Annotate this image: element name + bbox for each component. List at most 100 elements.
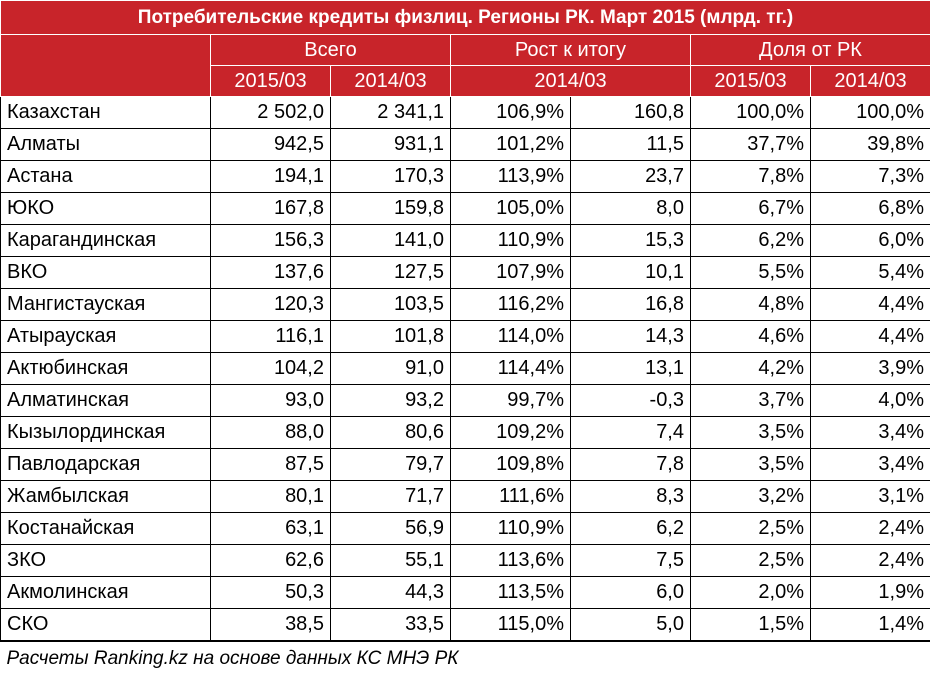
share-2015-cell: 3,7%	[691, 385, 811, 417]
total-2014-cell: 33,5	[331, 609, 451, 642]
total-2015-cell: 942,5	[211, 129, 331, 161]
total-2014-cell: 91,0	[331, 353, 451, 385]
growth-absolute-cell: 7,4	[571, 417, 691, 449]
region-name: ЗКО	[1, 545, 211, 577]
total-2015-cell: 137,6	[211, 257, 331, 289]
header-region-blank	[1, 35, 211, 97]
header-share: Доля от РК	[691, 35, 930, 66]
share-2014-cell: 6,0%	[811, 225, 930, 257]
total-2015-cell: 87,5	[211, 449, 331, 481]
header-share-2014: 2014/03	[811, 66, 930, 97]
header-share-2015: 2015/03	[691, 66, 811, 97]
total-2014-cell: 127,5	[331, 257, 451, 289]
total-2014-cell: 103,5	[331, 289, 451, 321]
growth-percent-cell: 109,2%	[451, 417, 571, 449]
region-name: Акмолинская	[1, 577, 211, 609]
total-2015-cell: 62,6	[211, 545, 331, 577]
region-name: Актюбинская	[1, 353, 211, 385]
header-growth-period: 2014/03	[451, 66, 691, 97]
total-2015-cell: 104,2	[211, 353, 331, 385]
share-2014-cell: 2,4%	[811, 545, 930, 577]
region-name: Алматинская	[1, 385, 211, 417]
growth-absolute-cell: 11,5	[571, 129, 691, 161]
region-name: Атырауская	[1, 321, 211, 353]
total-2014-cell: 44,3	[331, 577, 451, 609]
growth-percent-cell: 110,9%	[451, 225, 571, 257]
growth-percent-cell: 101,2%	[451, 129, 571, 161]
header-total: Всего	[211, 35, 451, 66]
region-name: Павлодарская	[1, 449, 211, 481]
total-2014-cell: 55,1	[331, 545, 451, 577]
region-name: ЮКО	[1, 193, 211, 225]
total-2014-cell: 71,7	[331, 481, 451, 513]
region-name: Кызылординская	[1, 417, 211, 449]
share-2014-cell: 3,4%	[811, 417, 930, 449]
title-row: Потребительские кредиты физлиц. Регионы …	[1, 1, 930, 35]
total-2014-cell: 56,9	[331, 513, 451, 545]
total-2015-cell: 88,0	[211, 417, 331, 449]
table-title: Потребительские кредиты физлиц. Регионы …	[1, 1, 930, 35]
share-2015-cell: 4,2%	[691, 353, 811, 385]
total-2014-cell: 93,2	[331, 385, 451, 417]
total-2015-cell: 167,8	[211, 193, 331, 225]
growth-percent-cell: 113,9%	[451, 161, 571, 193]
growth-percent-cell: 106,9%	[451, 97, 571, 129]
share-2014-cell: 4,4%	[811, 321, 930, 353]
share-2014-cell: 1,9%	[811, 577, 930, 609]
share-2015-cell: 4,8%	[691, 289, 811, 321]
growth-absolute-cell: 15,3	[571, 225, 691, 257]
growth-absolute-cell: 10,1	[571, 257, 691, 289]
share-2014-cell: 5,4%	[811, 257, 930, 289]
total-2015-cell: 93,0	[211, 385, 331, 417]
total-2015-cell: 38,5	[211, 609, 331, 642]
total-2014-cell: 2 341,1	[331, 97, 451, 129]
share-2014-cell: 4,0%	[811, 385, 930, 417]
total-2014-cell: 170,3	[331, 161, 451, 193]
share-2015-cell: 2,5%	[691, 513, 811, 545]
total-2015-cell: 63,1	[211, 513, 331, 545]
share-2014-cell: 6,8%	[811, 193, 930, 225]
growth-absolute-cell: 6,2	[571, 513, 691, 545]
header-total-2015: 2015/03	[211, 66, 331, 97]
share-2015-cell: 1,5%	[691, 609, 811, 642]
share-2015-cell: 100,0%	[691, 97, 811, 129]
footer-row: Расчеты Ranking.kz на основе данных КС М…	[1, 641, 930, 675]
share-2015-cell: 2,5%	[691, 545, 811, 577]
share-2014-cell: 3,4%	[811, 449, 930, 481]
total-2015-cell: 194,1	[211, 161, 331, 193]
share-2014-cell: 39,8%	[811, 129, 930, 161]
region-name: Алматы	[1, 129, 211, 161]
growth-absolute-cell: 13,1	[571, 353, 691, 385]
growth-percent-cell: 111,6%	[451, 481, 571, 513]
growth-absolute-cell: 7,8	[571, 449, 691, 481]
region-name: Астана	[1, 161, 211, 193]
share-2014-cell: 7,3%	[811, 161, 930, 193]
growth-absolute-cell: 6,0	[571, 577, 691, 609]
region-name: Карагандинская	[1, 225, 211, 257]
share-2014-cell: 3,1%	[811, 481, 930, 513]
growth-percent-cell: 109,8%	[451, 449, 571, 481]
growth-absolute-cell: 23,7	[571, 161, 691, 193]
growth-absolute-cell: 5,0	[571, 609, 691, 642]
share-2014-cell: 2,4%	[811, 513, 930, 545]
total-2015-cell: 80,1	[211, 481, 331, 513]
source-note: Расчеты Ranking.kz на основе данных КС М…	[1, 641, 930, 675]
share-2015-cell: 3,5%	[691, 449, 811, 481]
share-2015-cell: 7,8%	[691, 161, 811, 193]
growth-absolute-cell: -0,3	[571, 385, 691, 417]
total-2014-cell: 931,1	[331, 129, 451, 161]
share-2015-cell: 3,2%	[691, 481, 811, 513]
total-2014-cell: 159,8	[331, 193, 451, 225]
